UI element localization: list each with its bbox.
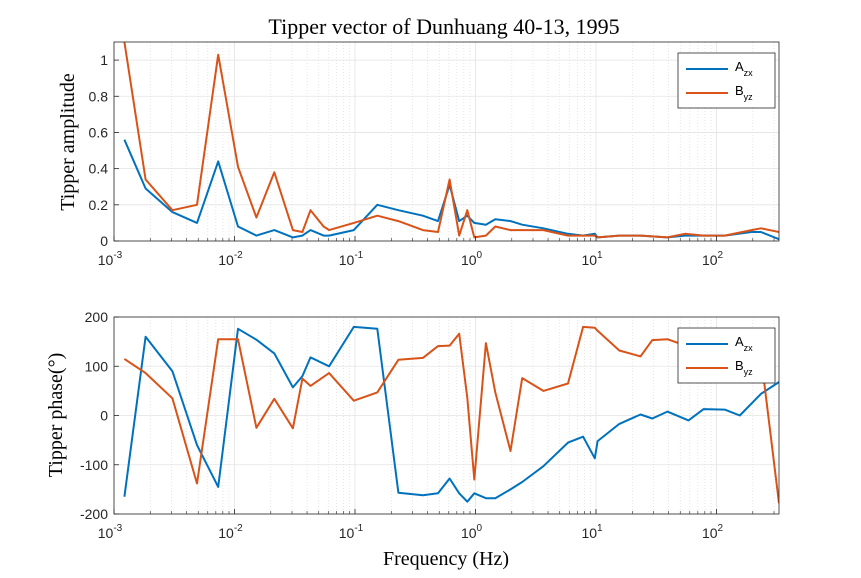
phase-series: [123, 325, 779, 504]
x-tick-label: 102: [702, 523, 724, 541]
x-tick-label: 101: [581, 523, 603, 541]
amplitude-plot-area: [114, 42, 779, 241]
y-tick-label: 0: [100, 233, 108, 249]
y-tick-label: 0.8: [89, 88, 109, 104]
series-line-byz: [123, 42, 779, 239]
y-tick-label: 200: [85, 309, 109, 325]
x-tick-label: 102: [702, 250, 724, 268]
phase-legend: Azx Byz: [677, 327, 776, 384]
chart-title: Tipper vector of Dunhuang 40-13, 1995: [268, 14, 619, 39]
amplitude-panel: 10-3 10-2 10-1 100 101 102 0 0.2 0.4 0.6 0.8 1 Tipp…: [57, 41, 780, 268]
x-tick-label: 100: [461, 523, 483, 541]
x-tick-label: 10-3: [98, 523, 123, 541]
amplitude-series: [123, 42, 779, 241]
y-tick-label: 0.4: [89, 161, 109, 177]
y-tick-label: -200: [80, 506, 108, 522]
x-tick-label: 100: [461, 250, 483, 268]
amplitude-axes-box: [113, 41, 780, 242]
amplitude-grid: [113, 42, 779, 242]
amplitude-ticks: 10-3 10-2 10-1 100 101 102 0 0.2 0.4 0.6 0.8 1: [89, 52, 775, 268]
series-line-azx: [123, 325, 779, 503]
legend-label: Azx: [735, 59, 753, 78]
phase-y-label: Tipper phase(°): [45, 353, 67, 477]
y-tick-label: 0.2: [89, 197, 109, 213]
series-line-byz: [123, 325, 779, 504]
legend-box: [677, 327, 776, 384]
x-tick-label: 10-2: [218, 250, 243, 268]
x-tick-label: 101: [581, 250, 603, 268]
y-tick-label: 100: [85, 358, 109, 374]
amplitude-y-label: Tipper amplitude: [57, 73, 79, 211]
legend-box: [677, 52, 776, 109]
legend-label: Byz: [735, 358, 753, 377]
y-tick-label: 1: [100, 52, 108, 68]
phase-panel: 10-3 10-2 10-1 100 101 102 -200 -100 0 100 200 Tip…: [45, 309, 780, 570]
phase-x-label: Frequency (Hz): [383, 548, 509, 570]
y-tick-label: 0.6: [89, 124, 109, 140]
x-tick-label: 10-1: [339, 250, 364, 268]
x-tick-label: 10-1: [339, 523, 364, 541]
x-tick-label: 10-3: [98, 250, 123, 268]
x-tick-label: 10-2: [218, 523, 243, 541]
amplitude-legend: Azx Byz: [677, 52, 776, 109]
legend-label: Byz: [735, 83, 753, 102]
legend-label: Azx: [735, 334, 753, 353]
y-tick-label: 0: [100, 408, 108, 424]
phase-ticks: 10-3 10-2 10-1 100 101 102 -200 -100 0 100 200: [80, 309, 775, 541]
y-tick-label: -100: [80, 457, 108, 473]
